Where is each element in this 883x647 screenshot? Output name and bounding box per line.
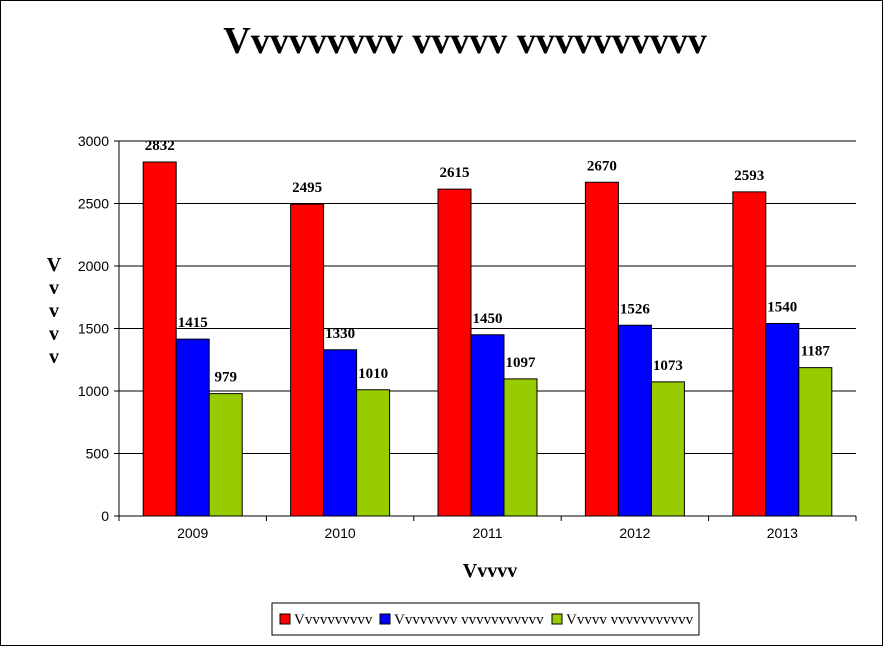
legend-swatch	[279, 613, 291, 625]
bar	[208, 393, 243, 517]
data-label: 1073	[653, 358, 683, 374]
y-tick-label: 1500	[78, 321, 109, 337]
bar	[798, 367, 833, 517]
y-tick-label: 0	[101, 508, 109, 524]
data-label: 1187	[801, 344, 831, 360]
x-axis-title: Vvvvv	[463, 560, 517, 582]
legend-label: Vvvvvvvv vvvvvvvvvvv	[394, 612, 544, 628]
y-tick-label: 3000	[78, 133, 109, 149]
bar	[503, 378, 538, 517]
bar	[142, 161, 177, 517]
bar	[175, 338, 210, 517]
data-label: 1450	[473, 311, 503, 327]
legend-box	[271, 602, 700, 636]
bar	[290, 203, 325, 517]
data-label: 1010	[358, 366, 388, 382]
data-label: 1526	[620, 301, 651, 317]
bar	[732, 191, 767, 517]
chart-title: Vvvvvvvvv vvvvv vvvvvvvvvv	[223, 20, 706, 62]
y-tick-labels: 0 500 1000 1500 2000 2500 3000	[78, 133, 109, 524]
data-label: 2832	[145, 138, 175, 154]
bars	[142, 161, 833, 517]
bar	[356, 389, 391, 517]
axes	[114, 140, 857, 521]
y-tick-label: 2000	[78, 258, 109, 274]
legend-label: Vvvvvvvvvv	[294, 612, 373, 628]
data-label: 1330	[325, 326, 355, 342]
data-label: 2615	[440, 165, 470, 181]
legend-swatch	[379, 613, 391, 625]
x-tick-label: 2013	[767, 525, 798, 541]
bar	[650, 381, 685, 517]
data-label: 979	[214, 370, 237, 386]
legend-swatch	[551, 613, 563, 625]
y-tick-label: 2500	[78, 196, 109, 212]
data-label: 2495	[292, 180, 322, 196]
bar	[765, 323, 800, 517]
y-tick-label: 500	[86, 446, 110, 462]
data-label: 1540	[767, 300, 797, 316]
data-label: 2670	[587, 158, 617, 174]
x-tick-labels: 2009 2010 2011 2012 2013	[177, 525, 798, 541]
bar	[470, 334, 505, 517]
x-tick-label: 2011	[472, 525, 502, 541]
bar	[617, 324, 652, 517]
x-tick-label: 2012	[619, 525, 650, 541]
data-label: 1415	[178, 315, 208, 331]
x-tick-label: 2009	[177, 525, 208, 541]
data-labels: 2832 1415 979 2495 1330 1010 2615 1450 1097 2670 1…	[145, 138, 831, 386]
data-label: 2593	[734, 168, 764, 184]
legend: Vvvvvvvvvv Vvvvvvvv vvvvvvvvvvv Vvvvv vvvv…	[271, 602, 700, 636]
x-tick-label: 2010	[325, 525, 356, 541]
legend-label: Vvvvv vvvvvvvvvvv	[566, 612, 694, 628]
y-tick-label: 1000	[78, 383, 109, 399]
data-label: 1097	[506, 355, 537, 371]
bar	[323, 349, 358, 517]
bar	[584, 181, 619, 517]
bar	[437, 188, 472, 517]
